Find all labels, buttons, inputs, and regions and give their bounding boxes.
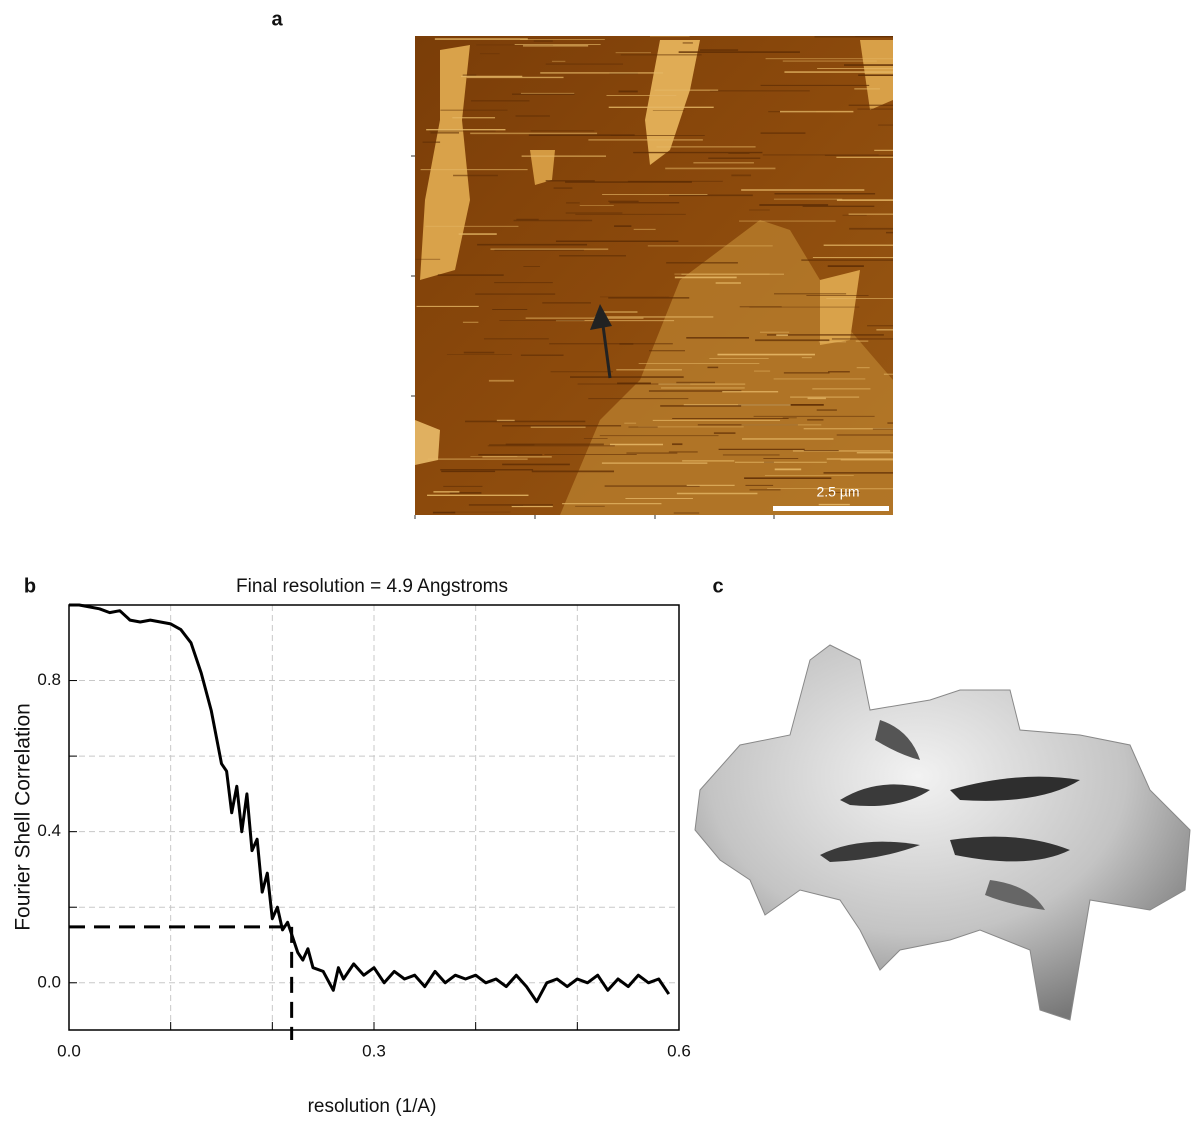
scale-bar-label: 2.5 µm (816, 484, 859, 500)
image-frame-ticks (411, 155, 775, 519)
y-tick-label: 0.4 (37, 821, 61, 840)
fsc-curve (69, 603, 671, 1004)
panel-label: b (24, 575, 36, 597)
y-tick-label: 0.0 (37, 972, 61, 991)
scale-bar (773, 506, 889, 511)
panel-label: a (271, 8, 283, 30)
plot: 0.0 0.3 0.6 0.0 0.4 0.8 (37, 603, 691, 1060)
arrow (600, 317, 612, 379)
chart-title: Final resolution = 4.9 Angstroms (236, 576, 508, 597)
x-tick-label: 0.0 (57, 1041, 81, 1060)
y-axis-label: Fourier Shell Correlation (12, 703, 35, 931)
arrow-head (590, 304, 612, 330)
x-axis-label: resolution (1/A) (308, 1096, 437, 1117)
panel-label: c (712, 575, 723, 597)
plot-frame (68, 604, 680, 1031)
density-map (694, 644, 1191, 1021)
afm-image (415, 36, 893, 515)
y-tick-label: 0.8 (37, 670, 61, 689)
x-tick-label: 0.3 (362, 1041, 386, 1060)
x-tick-label: 0.6 (667, 1041, 691, 1060)
